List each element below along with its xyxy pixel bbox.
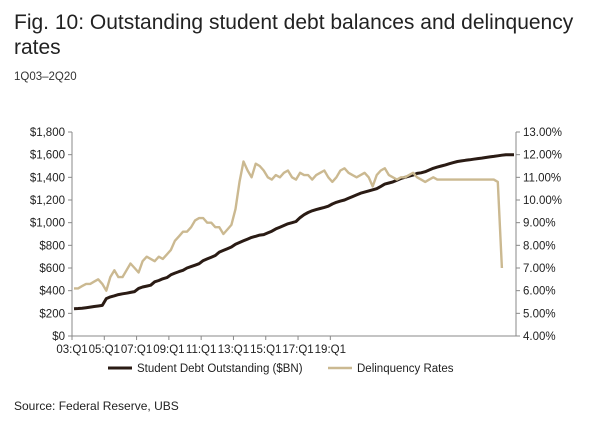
legend-debt-label: Student Debt Outstanding ($BN)	[137, 363, 303, 375]
right-tick-label: 9.00%	[523, 218, 556, 230]
right-tick-label: 5.00%	[523, 308, 556, 320]
chart-legend: Student Debt Outstanding ($BN) Delinquenc…	[108, 363, 454, 375]
right-tick-label: 7.00%	[523, 263, 556, 275]
x-tick-label: 03:Q1	[56, 344, 87, 356]
right-tick-label: 8.00%	[523, 240, 556, 252]
left-tick-label: $1,200	[30, 195, 65, 207]
left-tick-label: $1,400	[30, 172, 65, 184]
x-tick-label: 17:Q1	[282, 344, 313, 356]
left-tick-label: $200	[39, 308, 65, 320]
left-tick-label: $1,600	[30, 150, 65, 162]
right-tick-label: 13.00%	[523, 127, 562, 139]
x-tick-label: 19:Q1	[315, 344, 346, 356]
left-tick-label: $0	[52, 331, 65, 343]
legend-delinquency-label: Delinquency Rates	[357, 363, 454, 375]
x-tick-label: 05:Q1	[89, 344, 120, 356]
x-tick-label: 15:Q1	[250, 344, 281, 356]
right-tick-label: 12.00%	[523, 150, 562, 162]
left-tick-label: $1,000	[30, 218, 65, 230]
chart-lines	[73, 153, 514, 311]
delinquency-rate-line	[74, 160, 504, 292]
left-tick-label: $1,800	[30, 127, 65, 139]
right-tick-label: 10.00%	[523, 195, 562, 207]
right-tick-label: 4.00%	[523, 331, 556, 343]
x-tick-label: 09:Q1	[153, 344, 184, 356]
left-tick-label: $400	[39, 286, 65, 298]
x-tick-label: 11:Q1	[186, 344, 216, 356]
debt-outstanding-line	[73, 153, 514, 311]
right-tick-label: 11.00%	[523, 172, 561, 184]
x-tick-label: 07:Q1	[121, 344, 152, 356]
left-tick-label: $800	[39, 240, 65, 252]
chart-axes: $0 $200 $400 $600 $800 $1,000 $1,200 $1,400 $1,6…	[30, 127, 562, 356]
right-tick-label: 6.00%	[523, 286, 556, 298]
x-tick-label: 13:Q1	[218, 344, 249, 356]
source-note: Source: Federal Reserve, UBS	[14, 399, 179, 413]
chart-subtitle: 1Q03–2Q20	[14, 71, 77, 83]
chart-title: Fig. 10: Outstanding student debt balanc…	[14, 11, 574, 59]
left-tick-label: $600	[39, 263, 65, 275]
